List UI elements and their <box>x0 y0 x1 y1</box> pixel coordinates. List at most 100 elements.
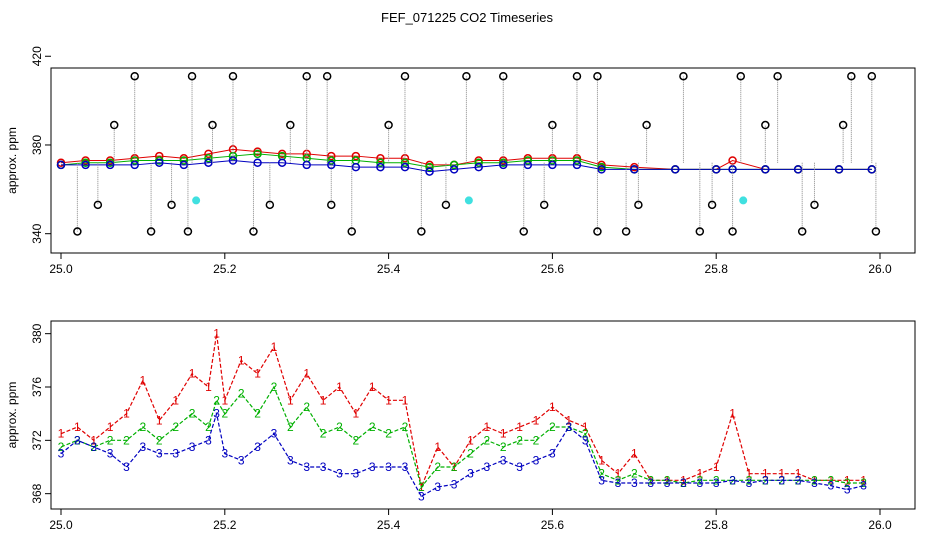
series-2-point <box>523 156 533 165</box>
x-tick-label: 25.6 <box>541 518 565 532</box>
panel-top: 25.0 25.2 25.4 25.6 25.8 26.0 340 380 420 approx.… <box>5 46 916 276</box>
series-1-marker: 1 <box>156 413 163 427</box>
series-3-marker: 3 <box>500 453 507 467</box>
series-2-marker: 2 <box>844 476 851 490</box>
series-3-point <box>449 165 459 174</box>
series-3-point <box>597 165 606 174</box>
spike-point <box>187 71 197 81</box>
series-2-marker: 2 <box>156 433 163 447</box>
series-3-point <box>130 160 139 170</box>
series-1-marker: 1 <box>254 367 261 381</box>
series-3-point <box>499 160 508 170</box>
series-1-marker: 1 <box>795 467 802 481</box>
series-3-point <box>277 158 287 167</box>
series-1-marker: 1 <box>74 420 81 434</box>
spike-point <box>548 120 557 130</box>
series-3-marker: 3 <box>647 476 654 490</box>
spike-point <box>539 200 549 210</box>
series-1-marker: 1 <box>696 467 703 481</box>
x-tick-label: 25.4 <box>377 518 401 532</box>
spike-point <box>228 71 238 81</box>
series-2-marker: 2 <box>336 420 343 434</box>
series-1-marker: 1 <box>746 467 753 481</box>
spike-point <box>728 227 737 236</box>
series-3-point <box>867 165 877 174</box>
series-3-marker: 3 <box>336 467 343 481</box>
series-3-marker: 3 <box>287 453 294 467</box>
spike-point <box>773 71 782 81</box>
series-3-marker: 3 <box>811 476 818 490</box>
series-1-marker: 1 <box>664 473 671 487</box>
series-3-marker: 3 <box>221 447 228 461</box>
x-tick-label: 25.0 <box>49 262 73 276</box>
series-3-point <box>351 162 361 172</box>
series-3-marker: 3 <box>746 476 753 490</box>
spike-point <box>322 71 332 81</box>
series-2-marker: 2 <box>189 407 196 421</box>
spike-point <box>73 227 82 236</box>
series-2-marker: 2 <box>320 427 327 441</box>
x-tick-label: 25.4 <box>377 262 401 276</box>
flagged-point <box>739 196 748 205</box>
series-1-point <box>204 149 213 159</box>
series-3-marker: 3 <box>631 476 638 490</box>
series-3-marker: 3 <box>549 447 556 461</box>
series-1-marker: 1 <box>434 440 441 454</box>
series-1-marker: 1 <box>565 413 572 427</box>
series-3-marker: 3 <box>598 473 605 487</box>
series-3-marker: 3 <box>156 447 163 461</box>
flagged-point <box>464 196 473 205</box>
series-1-marker: 1 <box>680 473 687 487</box>
y-tick-label: 368 <box>30 483 44 503</box>
series-3-marker: 3 <box>516 460 523 474</box>
series-3-marker: 3 <box>58 447 65 461</box>
series-1-point <box>376 154 385 163</box>
series-3-point <box>155 158 164 167</box>
spike-point <box>838 120 848 130</box>
series-2-marker: 2 <box>172 420 179 434</box>
series-1-marker: 1 <box>533 413 540 427</box>
series-2-marker: 2 <box>565 420 572 434</box>
x-tick-label: 26.0 <box>868 262 892 276</box>
series-3-marker: 3 <box>352 467 359 481</box>
series-3-line <box>61 159 872 173</box>
series-3-point <box>671 165 680 174</box>
series-2-marker: 2 <box>385 427 392 441</box>
series-3-marker: 3 <box>729 473 736 487</box>
series-3-marker: 3 <box>451 477 458 491</box>
spike-point <box>736 71 746 81</box>
series-1-marker: 1 <box>221 393 228 407</box>
series-2-marker: 2 <box>434 460 441 474</box>
series-3-marker: 3 <box>778 473 785 487</box>
series-3-marker: 3 <box>238 453 245 467</box>
series-1-point <box>728 156 737 165</box>
spike-point <box>286 120 295 130</box>
series-1-marker: 1 <box>287 393 294 407</box>
x-tick-label: 25.2 <box>213 262 237 276</box>
spike-point <box>634 200 643 210</box>
series-3-marker: 3 <box>434 480 441 494</box>
series-2-marker: 2 <box>123 433 130 447</box>
series-2-point <box>449 160 459 170</box>
x-tick-label: 25.8 <box>705 262 729 276</box>
series-1-marker: 1 <box>615 467 622 481</box>
series-1-marker: 1 <box>484 420 491 434</box>
spike-point <box>519 227 528 236</box>
series-3-point <box>523 160 533 170</box>
series-2-point <box>376 158 385 167</box>
series-3-point <box>548 160 557 170</box>
series-2-marker: 2 <box>484 433 491 447</box>
series-3-point <box>105 160 115 170</box>
series-2-marker: 2 <box>271 380 278 394</box>
spike-point <box>707 200 717 210</box>
series-1-marker: 1 <box>140 373 147 387</box>
series-2-marker: 2 <box>500 440 507 454</box>
spike-point <box>327 200 336 210</box>
spike-point <box>642 120 651 130</box>
series-2-marker: 2 <box>402 420 409 434</box>
series-2-marker: 2 <box>647 473 654 487</box>
series-3-marker: 3 <box>467 467 474 481</box>
series-1-marker: 1 <box>762 467 769 481</box>
series-3-point <box>204 158 213 167</box>
series-2-marker: 2 <box>828 473 835 487</box>
